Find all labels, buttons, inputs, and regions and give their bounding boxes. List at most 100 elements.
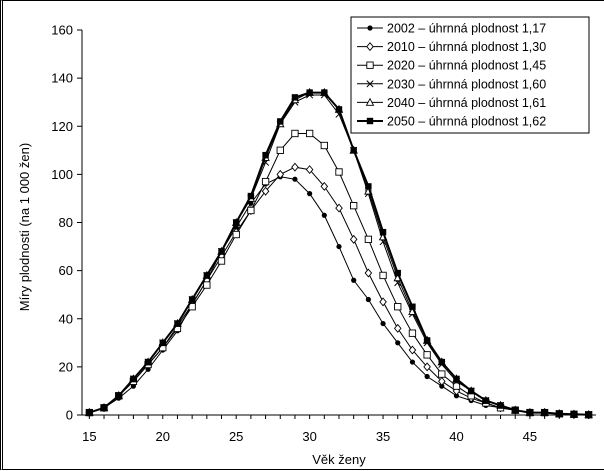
series-2 [85,162,593,420]
series-6 [86,89,592,418]
y-axis-label: Míry plodnosti (na 1 000 žen) [17,143,32,311]
data-point [188,296,196,303]
data-point [306,89,313,96]
data-point [305,129,314,138]
data-point [438,376,446,386]
y-tick-label: 0 [66,408,73,423]
series-4 [85,91,593,419]
data-point [261,177,270,186]
data-point [261,186,270,196]
data-point [467,387,475,395]
data-point [556,410,563,417]
data-point [366,80,374,88]
data-point [453,393,460,399]
data-point [115,392,122,399]
series-3 [85,129,593,419]
series-line [89,92,589,416]
series-group [85,87,593,420]
data-point [364,268,373,278]
y-tick-label: 120 [51,119,73,134]
data-point [248,200,254,206]
legend-label: 2030 – úhrnná plodnost 1,60 [387,77,546,91]
data-point [188,303,196,311]
data-point [159,339,166,347]
legend-label: 2002 – úhrnná plodnost 1,17 [387,22,546,36]
data-point [570,411,578,418]
data-point [217,257,226,265]
data-point [526,409,534,416]
data-point [408,345,417,355]
series-5 [85,87,593,419]
legend-label: 2020 – úhrnná plodnost 1,45 [387,59,546,73]
data-point [366,61,374,69]
data-point [393,323,402,333]
y-tick-label: 160 [51,23,73,38]
data-point [291,94,299,101]
data-point [423,362,431,372]
data-point [218,248,225,255]
x-tick-label: 15 [82,429,96,444]
data-point [86,409,93,416]
data-point [380,320,386,327]
data-point [276,146,284,154]
data-point [409,359,416,365]
x-tick-label: 30 [302,429,316,444]
x-axis-label: Věk ženy [312,452,366,467]
data-point [366,117,374,125]
data-point [423,337,431,344]
data-point [512,406,519,414]
data-point [408,329,417,337]
y-tick-label: 140 [51,71,73,86]
x-tick-label: 40 [449,429,463,444]
data-point [305,165,314,175]
data-point [365,97,375,106]
y-tick-label: 80 [59,215,73,230]
legend-item: 2050 – úhrnná plodnost 1,62 [357,115,546,129]
data-point [100,404,108,411]
x-tick-label: 45 [523,429,537,444]
data-point [350,202,358,210]
data-point [453,375,460,383]
data-point [233,219,240,226]
data-point [364,235,373,243]
data-point [276,169,285,179]
series-line [89,94,589,416]
data-point [438,370,446,378]
series-line [89,133,589,416]
data-point [350,147,357,154]
data-point [585,411,592,418]
legend-item: 2010 – úhrnná plodnost 1,30 [357,40,546,54]
legend-item: 2030 – úhrnná plodnost 1,60 [357,77,546,91]
data-point [247,206,255,215]
data-point [336,243,342,250]
data-point [174,320,181,327]
series-line [88,91,589,416]
data-point [320,181,329,191]
y-tick-label: 20 [59,359,73,374]
data-point [262,151,269,159]
x-ticks: 15 20 25 30 35 40 45 [82,415,590,444]
data-point [292,176,298,182]
data-point [307,191,313,197]
data-point [423,351,431,359]
data-point [497,402,504,409]
data-point [424,373,430,380]
legend-item: 2020 – úhrnná plodnost 1,45 [357,59,546,73]
data-point [291,162,299,172]
data-point [349,234,358,244]
data-point [203,272,211,279]
data-point [367,25,373,31]
data-point [335,106,343,113]
data-point [203,281,211,289]
legend-box [350,16,590,134]
data-point [482,397,490,404]
fertility-chart: 0 20 40 60 80 100 120 140 160 15 20 25 30 35 40 45 Mír… [17,16,596,467]
y-ticks: 0 20 40 60 80 100 120 140 160 [51,23,82,423]
data-point [379,228,387,236]
legend: 2002 – úhrnná plodnost 1,17 2010 – úhrnná… [350,16,590,134]
data-point [379,297,387,307]
data-point [232,230,240,239]
data-point [541,409,548,416]
y-tick-label: 60 [59,263,73,278]
data-point [335,203,343,213]
